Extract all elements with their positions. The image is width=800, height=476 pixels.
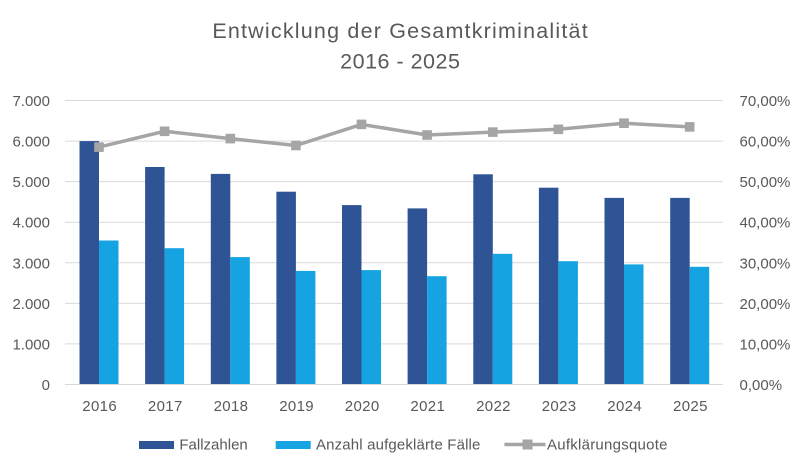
- svg-text:2.000: 2.000: [12, 296, 50, 313]
- svg-text:5.000: 5.000: [12, 174, 50, 191]
- svg-text:2022: 2022: [476, 398, 511, 415]
- svg-text:2025: 2025: [673, 398, 708, 415]
- svg-text:2024: 2024: [607, 398, 642, 415]
- svg-text:2018: 2018: [214, 398, 249, 415]
- svg-text:Entwicklung der Gesamtkriminal: Entwicklung der Gesamtkriminalität: [212, 19, 589, 43]
- svg-text:0: 0: [42, 377, 50, 394]
- svg-text:40,00%: 40,00%: [740, 215, 791, 232]
- svg-text:50,00%: 50,00%: [740, 174, 791, 191]
- svg-text:0,00%: 0,00%: [740, 377, 783, 394]
- svg-text:2019: 2019: [279, 398, 314, 415]
- svg-text:4.000: 4.000: [12, 215, 50, 232]
- svg-text:6.000: 6.000: [12, 134, 50, 151]
- svg-text:2017: 2017: [148, 398, 183, 415]
- svg-text:2021: 2021: [410, 398, 445, 415]
- svg-text:3.000: 3.000: [12, 255, 50, 272]
- svg-text:2016: 2016: [82, 398, 117, 415]
- svg-text:10,00%: 10,00%: [740, 336, 791, 353]
- svg-text:70,00%: 70,00%: [740, 93, 791, 110]
- svg-text:2023: 2023: [542, 398, 577, 415]
- svg-text:20,00%: 20,00%: [740, 296, 791, 313]
- svg-text:60,00%: 60,00%: [740, 134, 791, 151]
- svg-text:7.000: 7.000: [12, 93, 50, 110]
- svg-text:2020: 2020: [345, 398, 380, 415]
- svg-text:30,00%: 30,00%: [740, 255, 791, 272]
- svg-text:Anzahl aufgeklärte Fälle: Anzahl aufgeklärte Fälle: [316, 437, 481, 454]
- svg-text:Fallzahlen: Fallzahlen: [179, 437, 247, 454]
- svg-text:2016 - 2025: 2016 - 2025: [340, 50, 460, 74]
- svg-text:1.000: 1.000: [12, 336, 50, 353]
- svg-text:Aufklärungsquote: Aufklärungsquote: [547, 437, 668, 454]
